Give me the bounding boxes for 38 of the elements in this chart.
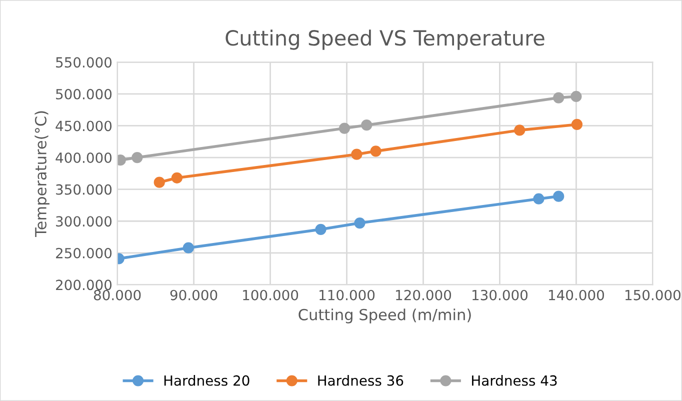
chart-title: Cutting Speed VS Temperature <box>226 30 544 50</box>
point <box>154 176 165 188</box>
y-tick-label: 350.000 <box>56 184 112 195</box>
y-tick-label: 450.000 <box>56 120 112 132</box>
x-tick-label: 90.000 <box>170 290 218 300</box>
x-tick-label: 120.000 <box>396 290 452 300</box>
y-tick-label: 200.000 <box>56 280 112 290</box>
y-tick-label: 550.000 <box>56 57 112 68</box>
y-axis-title: Temperature(°C) <box>34 111 50 237</box>
legend-label: Hardness 43 <box>472 375 557 386</box>
x-tick-label: 150.000 <box>625 290 680 300</box>
x-tick-label: 140.000 <box>549 290 604 300</box>
x-axis-title: Cutting Speed (m/min) <box>298 308 471 324</box>
point <box>182 242 194 254</box>
point <box>361 120 372 131</box>
x-tick-label: 80.000 <box>94 290 141 300</box>
y-tick-label: 400.000 <box>56 152 112 164</box>
point <box>315 224 326 235</box>
point <box>553 92 564 104</box>
point <box>514 124 526 136</box>
point <box>553 190 564 202</box>
point <box>351 148 362 160</box>
x-tick-label: 100.000 <box>243 290 298 300</box>
point <box>132 152 143 164</box>
y-tick-label: 300.000 <box>56 216 112 227</box>
point <box>571 118 583 130</box>
legend-label: Hardness 36 <box>318 375 404 386</box>
point <box>570 90 582 102</box>
point <box>370 146 382 157</box>
x-tick-label: 110.000 <box>320 290 375 300</box>
point <box>171 172 183 184</box>
x-tick-label: 130.000 <box>472 290 528 300</box>
y-tick-label: 250.000 <box>56 248 112 258</box>
point <box>354 217 366 229</box>
point <box>338 122 350 134</box>
y-tick-label: 500.000 <box>56 88 112 100</box>
point <box>533 193 544 204</box>
legend-label: Hardness 20 <box>164 375 250 386</box>
